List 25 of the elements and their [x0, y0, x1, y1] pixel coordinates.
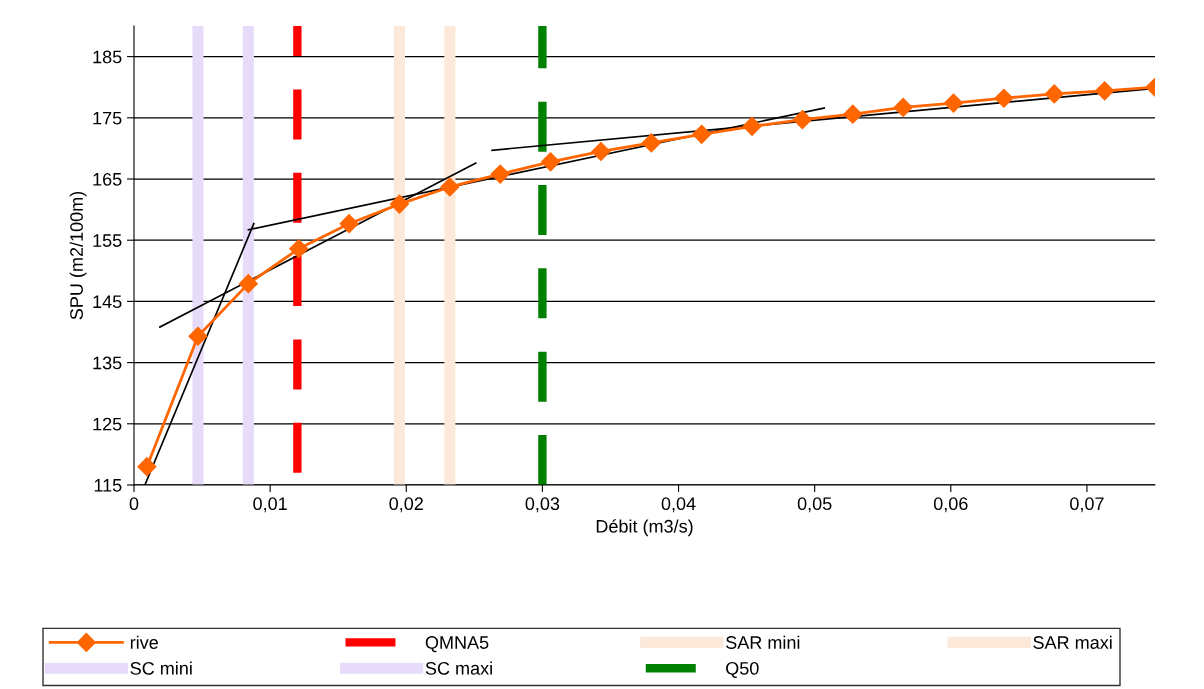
legend-label: rive: [130, 635, 158, 649]
legend-label: SC maxi: [425, 661, 492, 675]
x-tick-label: 0,07: [1070, 497, 1104, 513]
x-tick-label: 0,01: [253, 497, 287, 513]
y-tick-label: 155: [93, 234, 122, 247]
legend-label: Q50: [726, 661, 759, 678]
legend-label: SC mini: [130, 661, 192, 675]
x-tick-label: 0,04: [661, 497, 696, 513]
x-tick-label: 0,03: [525, 497, 560, 513]
legend-label: SAR maxi: [1033, 635, 1112, 649]
x-tick-label: 0,02: [389, 497, 423, 513]
x-tick-label: 0,05: [797, 497, 832, 513]
y-tick-label: 145: [93, 295, 122, 309]
x-tick-label: 0: [129, 497, 139, 511]
y-tick-label: 185: [93, 50, 122, 64]
y-tick-label: 125: [93, 417, 122, 431]
x-axis-title: Débit (m3/s): [596, 519, 693, 537]
legend-label: QMNA5: [425, 636, 489, 653]
y-axis-title: SPU (m2/100m): [69, 191, 87, 320]
x-tick-label: 0,06: [933, 497, 968, 513]
y-tick-label: 165: [93, 172, 122, 186]
y-tick-label: 115: [94, 479, 122, 492]
legend-label: SAR mini: [726, 635, 800, 649]
y-tick-label: 175: [93, 111, 122, 125]
y-tick-label: 135: [93, 356, 122, 370]
